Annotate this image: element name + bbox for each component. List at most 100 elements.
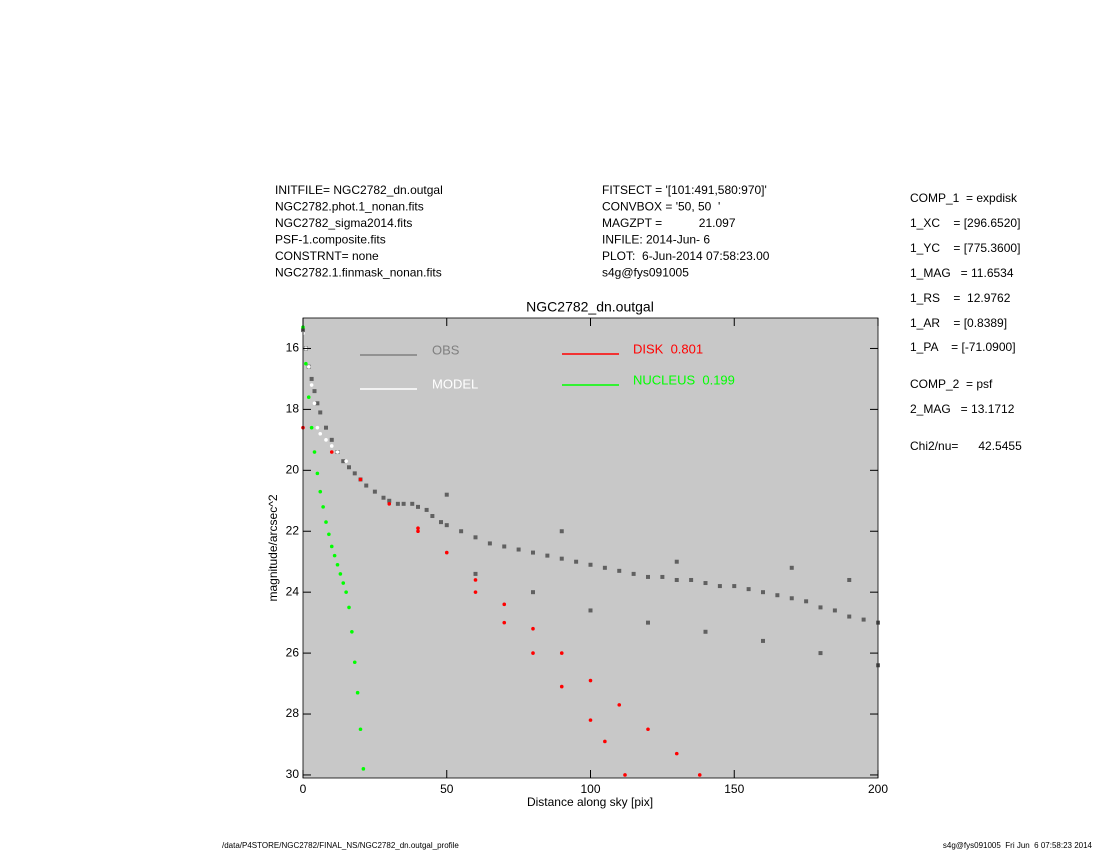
point — [309, 425, 314, 430]
obs-point — [324, 425, 328, 430]
obs-point — [761, 590, 765, 595]
point — [318, 431, 323, 436]
obs-point — [646, 574, 650, 579]
point — [321, 505, 325, 509]
obs-point — [789, 565, 794, 570]
obs-point — [703, 581, 708, 586]
obs-point — [689, 577, 694, 582]
point — [309, 383, 314, 387]
y-axis-label: magnitude/arcsec^2 — [266, 494, 280, 601]
header-left: CONSTRNT= none — [275, 249, 379, 263]
obs-point — [516, 547, 521, 552]
legend-label: OBS — [432, 342, 460, 357]
header-middle: INFILE: 2014-Jun- 6 — [602, 233, 710, 247]
obs-point — [775, 593, 780, 598]
legend-label: DISK 0.801 — [633, 341, 703, 356]
point — [341, 581, 346, 585]
legend-label: NUCLEUS 0.199 — [633, 372, 735, 387]
x-tick-label: 0 — [300, 782, 307, 796]
component-param: 1_MAG = 11.6534 — [910, 266, 1014, 280]
point — [358, 727, 363, 732]
point — [502, 602, 507, 607]
obs-point — [381, 495, 386, 500]
header-left: NGC2782.phot.1_nonan.fits — [275, 200, 424, 214]
point — [355, 690, 360, 695]
component-param: COMP_1 = expdisk — [910, 191, 1018, 205]
point — [416, 529, 420, 534]
obs-point — [818, 605, 823, 610]
plot-area — [303, 318, 878, 778]
obs-point — [439, 520, 443, 525]
chart-title: NGC2782_dn.outgal — [526, 299, 654, 315]
point — [329, 544, 334, 549]
y-tick-label: 18 — [286, 402, 300, 416]
point — [312, 450, 317, 454]
obs-point — [444, 523, 449, 528]
point — [324, 520, 328, 524]
point — [361, 767, 366, 771]
obs-point — [574, 559, 579, 564]
point — [315, 471, 320, 476]
obs-point — [372, 489, 377, 494]
point — [358, 477, 363, 482]
header-left: NGC2782_sigma2014.fits — [275, 216, 412, 230]
obs-point — [732, 584, 737, 589]
obs-point — [430, 514, 435, 519]
obs-point — [674, 559, 679, 564]
component-param: 1_AR = [0.8389] — [910, 316, 1007, 330]
obs-point — [341, 459, 346, 464]
point — [416, 526, 420, 530]
point — [697, 773, 702, 777]
point — [387, 502, 392, 506]
header-middle: PLOT: 6-Jun-2014 07:58:23.00 — [602, 249, 770, 263]
point — [306, 395, 311, 400]
point — [531, 626, 535, 631]
obs-point — [329, 437, 334, 442]
obs-point — [315, 401, 320, 406]
obs-point — [545, 553, 550, 558]
point — [559, 684, 564, 689]
obs-point — [444, 492, 449, 497]
obs-point — [861, 617, 866, 622]
obs-point — [364, 483, 369, 488]
point — [315, 425, 320, 430]
point — [335, 562, 340, 567]
obs-point — [347, 465, 351, 470]
obs-point — [617, 568, 622, 573]
x-tick-label: 100 — [580, 782, 600, 796]
obs-point — [717, 584, 722, 589]
component-param: 1_XC = [296.6520] — [910, 216, 1020, 230]
x-tick-label: 50 — [440, 782, 454, 796]
obs-point — [395, 501, 400, 506]
header-middle: s4g@fys091005 — [602, 266, 689, 280]
point — [502, 620, 507, 625]
point — [338, 572, 343, 576]
header-middle: MAGZPT = 21.097 — [602, 216, 736, 230]
point — [646, 727, 650, 732]
point — [531, 651, 535, 655]
y-tick-label: 24 — [286, 584, 300, 598]
obs-point — [318, 410, 323, 415]
obs-point — [818, 651, 823, 656]
point — [347, 605, 351, 610]
point — [473, 590, 478, 594]
component-param: 1_PA = [-71.0900] — [910, 340, 1016, 354]
obs-point — [703, 629, 708, 634]
obs-point — [531, 550, 535, 555]
obs-point — [401, 501, 406, 506]
point — [350, 629, 354, 634]
point — [559, 651, 564, 655]
x-axis-label: Distance along sky [pix] — [527, 795, 653, 809]
footer-left: /data/P4STORE/NGC2782/FINAL_NS/NGC2782_d… — [222, 841, 459, 850]
obs-point — [312, 389, 317, 394]
footer-right: s4g@fys091005 Fri Jun 6 07:58:23 2014 — [943, 841, 1093, 850]
legend-label: MODEL — [432, 376, 478, 391]
obs-point — [387, 498, 392, 503]
obs-point — [646, 620, 650, 625]
obs-point — [473, 571, 478, 576]
y-tick-label: 20 — [286, 462, 300, 476]
point — [324, 438, 328, 442]
point — [329, 450, 334, 454]
obs-point — [416, 504, 420, 509]
point — [344, 459, 348, 463]
